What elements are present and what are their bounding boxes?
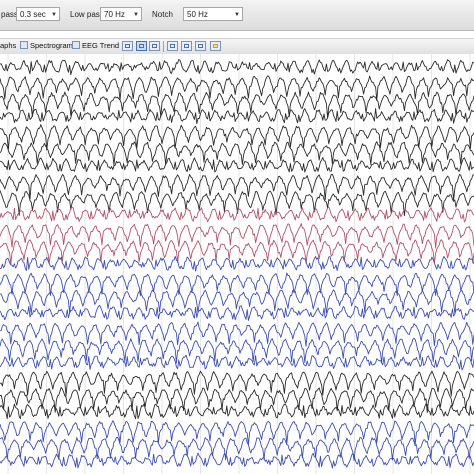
toolbar-divider [163,41,164,52]
eeg-trace-view[interactable] [0,54,474,474]
tab-eeg-trend[interactable]: EEG Trend [72,40,119,52]
spectrogram-icon [20,41,28,49]
low-pass-value: 70 Hz [104,10,125,19]
eeg-channel-trace [0,58,474,76]
page-tool-icon[interactable] [195,41,206,51]
eeg-channel-trace [0,157,474,173]
filter-toolbar: pass 0.3 sec ▼ Low pass 70 Hz ▼ Notch 50… [0,0,474,31]
montage-tool-icon[interactable] [149,41,160,51]
low-pass-label: Low pass [70,10,104,19]
eeg-channel-trace [0,91,474,119]
eeg-channel-trace [0,386,474,414]
arrow-tool-icon[interactable] [122,41,133,51]
eeg-channel-trace [0,304,474,321]
eeg-channel-trace [0,173,474,201]
eeg-channel-trace [0,370,474,397]
eeg-channel-trace [0,239,474,265]
eeg-channel-trace [0,288,474,315]
tab-graphs-label: aphs [0,41,17,50]
eeg-channel-trace [0,141,474,166]
eeg-channel-trace [0,452,474,469]
chevron-down-icon: ▼ [133,12,139,18]
eeg-channel-trace [0,420,474,446]
layout-tool-icon[interactable] [167,41,178,51]
tab-spectrogram[interactable]: Spectrogram [20,40,73,52]
eeg-channel-trace [0,190,474,217]
tab-graphs[interactable]: aphs [0,40,16,52]
tab-eeg-trend-label: EEG Trend [82,41,120,50]
eeg-channel-trace [0,255,474,272]
eeg-channel-trace [0,75,474,101]
notch-select[interactable]: 50 Hz ▼ [183,7,243,21]
zoom-tool-icon[interactable] [181,41,192,51]
select-tool-icon[interactable] [136,41,147,51]
eeg-waveform-canvas [0,54,474,474]
eeg-channel-trace [0,354,474,371]
low-pass-select[interactable]: 70 Hz ▼ [100,7,142,21]
high-pass-label: pass [1,10,18,19]
eeg-channel-trace [0,223,474,249]
eeg-channel-trace [0,403,474,420]
high-pass-select[interactable]: 0.3 sec ▼ [16,7,60,21]
eeg-channel-trace [0,108,474,125]
notch-value: 50 Hz [187,10,208,19]
eeg-channel-trace [0,272,474,297]
eeg-channel-trace [0,206,474,223]
tab-spectrogram-label: Spectrogram [30,41,73,50]
eeg-channel-trace [0,337,474,364]
chevron-down-icon: ▼ [51,12,57,18]
high-pass-value: 0.3 sec [20,10,46,19]
eeg-channel-trace [0,124,474,151]
eeg-channel-trace [0,321,474,347]
notch-label: Notch [152,10,173,19]
trend-icon [72,41,80,49]
view-tab-bar: aphs Spectrogram EEG Trend [0,38,474,55]
folder-icon[interactable] [210,41,221,51]
chevron-down-icon: ▼ [234,12,240,18]
eeg-channel-trace [0,436,474,461]
